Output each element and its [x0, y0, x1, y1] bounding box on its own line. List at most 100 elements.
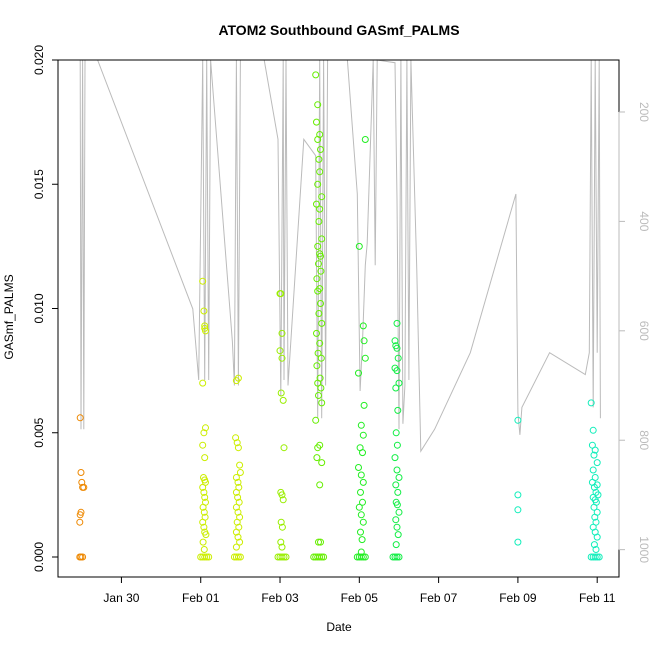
data-point — [201, 553, 209, 561]
plot-frame — [57, 59, 620, 578]
data-point — [77, 469, 85, 476]
data-point — [318, 553, 326, 561]
data-point — [234, 493, 242, 501]
data-point — [514, 506, 522, 514]
secondary-y-tick-label: 800 — [637, 430, 650, 450]
data-point — [316, 339, 324, 347]
data-point — [313, 454, 321, 462]
data-point — [279, 396, 287, 404]
data-point — [314, 180, 322, 188]
data-point — [392, 429, 400, 437]
data-point — [205, 553, 213, 561]
data-point — [359, 553, 367, 561]
data-point — [315, 310, 323, 317]
data-point — [394, 406, 402, 414]
data-point — [276, 347, 284, 355]
y-tick-label: 0.020 — [32, 45, 46, 75]
data-point — [392, 516, 400, 524]
data-point — [591, 446, 599, 454]
y-axis-label: GASmf_PALMS — [2, 274, 16, 359]
data-point — [394, 488, 402, 496]
data-point — [314, 379, 322, 387]
data-point — [199, 503, 207, 511]
data-point — [318, 193, 326, 201]
data-point — [591, 513, 599, 521]
data-point — [318, 399, 326, 407]
data-point — [317, 267, 325, 275]
data-point — [393, 553, 401, 561]
data-point — [355, 503, 363, 511]
data-point — [592, 546, 600, 553]
data-point — [199, 518, 207, 526]
data-point — [278, 553, 286, 561]
data-point — [200, 307, 208, 315]
data-point — [314, 349, 322, 357]
data-point — [234, 444, 242, 452]
x-tick-label: Feb 09 — [499, 591, 537, 605]
data-point — [316, 481, 324, 489]
data-point — [278, 543, 286, 551]
data-point — [200, 488, 208, 496]
data-point — [232, 553, 240, 561]
data-point — [79, 553, 87, 561]
x-axis: Jan 30 Feb 01 Feb 03 Feb 05 Feb 07 Feb 09 Feb … — [103, 577, 616, 605]
data-point — [236, 538, 244, 546]
data-point — [393, 344, 401, 352]
data-point — [236, 461, 244, 469]
data-point — [234, 478, 242, 486]
data-point — [357, 528, 364, 536]
data-point — [200, 546, 208, 553]
data-point — [202, 327, 209, 335]
data-point — [394, 531, 402, 539]
data-point — [315, 155, 323, 163]
data-point — [593, 459, 601, 467]
data-point — [316, 205, 324, 213]
data-point — [359, 431, 367, 439]
data-point — [359, 518, 367, 526]
data-point — [317, 146, 324, 153]
data-point — [200, 508, 208, 516]
data-point — [278, 523, 286, 531]
data-point — [232, 474, 240, 481]
data-point — [313, 275, 321, 283]
data-point — [359, 449, 366, 457]
data-point — [234, 374, 242, 382]
data-point — [232, 543, 240, 551]
data-point — [391, 337, 399, 345]
data-points-layer — [76, 71, 603, 561]
data-point — [315, 538, 322, 546]
data-point — [312, 71, 320, 79]
data-point — [359, 322, 367, 330]
data-point — [234, 533, 242, 541]
data-point — [313, 118, 320, 126]
data-point — [277, 538, 285, 546]
data-point — [317, 300, 324, 307]
y-tick-label: 0.015 — [32, 169, 46, 199]
y-axis: 0.000 0.005 0.010 0.015 0.020 — [32, 45, 59, 572]
data-point — [317, 354, 325, 362]
data-point — [199, 483, 207, 491]
data-point — [318, 319, 326, 327]
data-point — [361, 136, 369, 143]
data-point — [393, 319, 401, 327]
data-point — [357, 488, 364, 496]
data-point — [318, 235, 326, 243]
pressure-trace-line — [79, 59, 601, 453]
data-point — [395, 379, 403, 387]
pressure-trace-layer — [79, 59, 601, 453]
data-point — [590, 451, 598, 459]
y-tick-label: 0.000 — [32, 542, 46, 572]
data-point — [232, 503, 240, 511]
data-point — [315, 260, 322, 268]
y-tick-label: 0.005 — [32, 417, 46, 447]
data-point — [360, 337, 368, 345]
data-point — [277, 290, 285, 298]
data-point — [316, 553, 324, 561]
data-point — [76, 518, 84, 526]
data-point — [236, 469, 244, 476]
x-tick-label: Feb 05 — [341, 591, 379, 605]
data-point — [232, 528, 240, 536]
data-point — [361, 354, 369, 362]
data-point — [589, 466, 597, 474]
secondary-y-axis: 200 400 600 800 1000 — [618, 102, 650, 563]
